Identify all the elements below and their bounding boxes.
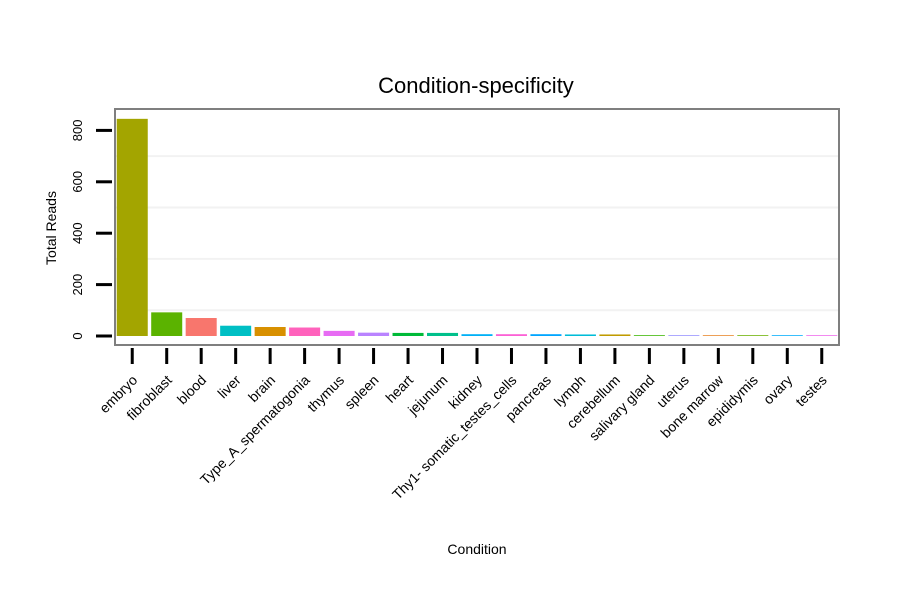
bar-salivary-gland — [633, 335, 665, 336]
y-axis: 0 200 400 600 800 — [70, 120, 112, 340]
bar-testes — [806, 335, 838, 336]
bar-uterus — [668, 335, 700, 336]
bar-pancreas — [530, 334, 562, 336]
bar-ovary — [771, 335, 803, 336]
chart-title: Condition-specificity — [378, 73, 574, 98]
x-tick-label: spleen — [341, 372, 381, 412]
y-tick-label-0: 0 — [70, 332, 85, 339]
plot-panel — [114, 108, 840, 346]
y-tick-label-400: 400 — [70, 222, 85, 244]
bar-blood — [185, 318, 217, 336]
bar-spleen — [358, 332, 390, 336]
bar-cerebellum — [599, 334, 631, 336]
gridlines — [116, 155, 838, 312]
x-tick-label: ovary — [760, 372, 796, 408]
bar-bone-marrow — [702, 335, 734, 336]
x-tick-label: thymus — [304, 372, 347, 415]
bar-fibroblast — [151, 312, 183, 336]
bar-kidney — [461, 334, 493, 336]
y-tick-label-800: 800 — [70, 120, 85, 142]
bars — [116, 118, 838, 337]
bar-epididymis — [737, 335, 769, 336]
y-axis-title: Total Reads — [43, 191, 59, 265]
bar-thy1-somatic-testes-cells — [495, 334, 527, 336]
x-tick-label: testes — [792, 372, 830, 410]
x-tick-label: blood — [174, 372, 210, 408]
bar-thymus — [323, 330, 355, 336]
bar-heart — [392, 332, 424, 336]
x-tick-label: liver — [214, 372, 244, 402]
bar-lymph — [564, 334, 596, 336]
y-tick-label-200: 200 — [70, 274, 85, 296]
x-axis-title: Condition — [447, 541, 506, 557]
bar-jejunum — [427, 332, 459, 336]
bar-type-a-spermatogonia — [289, 327, 321, 336]
bar-liver — [220, 325, 252, 336]
y-tick-label-600: 600 — [70, 171, 85, 193]
bar-brain — [254, 327, 286, 336]
bar-embryo — [116, 118, 148, 337]
